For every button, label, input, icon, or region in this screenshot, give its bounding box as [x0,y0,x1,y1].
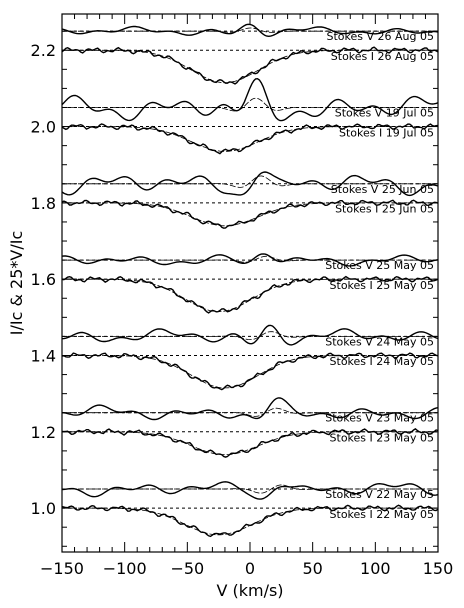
stokes-v-curve [61,171,439,197]
y-tick-label: 1.4 [31,346,56,365]
profile-label: Stokes I 25 Jun 05 [335,203,434,216]
stokes-v-curve [61,77,439,122]
x-tick-label: 0 [245,559,255,578]
profile-label: Stokes V 25 May 05 [325,259,434,272]
stokes-i-curve [61,352,439,391]
profile-label: Stokes V 26 Aug 05 [327,30,435,43]
x-tick-label: 50 [302,559,322,578]
profile-label: Stokes V 22 May 05 [325,488,434,501]
profile-label: Stokes I 25 May 05 [330,279,434,292]
y-tick-label: 2.0 [31,118,56,137]
stokes-i-curve [61,46,439,85]
x-tick-label: 100 [360,559,391,578]
profile-label: Stokes V 23 May 05 [325,412,434,425]
y-tick-label: 1.2 [31,423,56,442]
profile-label: Stokes I 24 May 05 [330,355,434,368]
y-tick-label: 1.8 [31,194,56,213]
stokes-v-curve [61,324,439,346]
x-tick-label: −150 [40,559,84,578]
stokes-v-curve [61,23,439,38]
profile-label: Stokes V 25 Jun 05 [331,183,434,196]
x-tick-label: −100 [103,559,147,578]
profile-label: Stokes V 19 Jul 05 [335,106,434,119]
profile-fit-curve [62,49,438,84]
stokes-v-curve [61,397,439,421]
x-tick-label: 150 [423,559,454,578]
profile-label: Stokes I 26 Aug 05 [331,50,434,63]
profile-label: Stokes I 22 May 05 [330,508,434,521]
profile-label: Stokes V 24 May 05 [325,335,434,348]
stokes-i-curve [61,275,439,314]
y-tick-label: 1.0 [31,499,56,518]
y-tick-label: 2.2 [31,41,56,60]
y-axis-label: I/Ic & 25*V/Ic [7,231,26,335]
y-tick-label: 1.6 [31,270,56,289]
profile-label: Stokes I 23 May 05 [330,432,434,445]
axes: −150 −100 −50 0 50 100 150 1.0 1.2 1.4 1.6 1.8 2.0 2.… [31,13,454,578]
profile-label: Stokes I 19 Jul 05 [339,126,434,139]
stokes-i-curve [61,199,439,229]
reference-lines [62,30,438,509]
x-axis-label: V (km/s) [216,581,283,600]
x-tick-label: −50 [170,559,204,578]
profile-labels: Stokes V 26 Aug 05 Stokes I 26 Aug 05 Stok… [325,30,434,521]
